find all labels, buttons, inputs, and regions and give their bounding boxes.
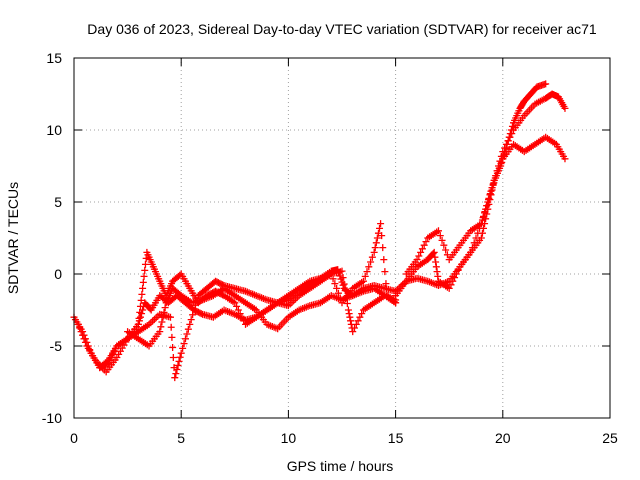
y-axis-label: SDTVAR / TECUs (5, 182, 21, 294)
y-tick-label: 0 (54, 266, 62, 282)
x-tick-label: 20 (495, 430, 511, 446)
x-axis-label: GPS time / hours (287, 458, 394, 474)
x-tick-label: 0 (70, 430, 78, 446)
y-tick-label: -10 (42, 410, 62, 426)
x-tick-label: 10 (281, 430, 297, 446)
y-tick-label: -5 (50, 338, 63, 354)
y-tick-label: 5 (54, 194, 62, 210)
ticks: 0 5 10 15 20 25 -10 -5 0 5 10 15 (42, 50, 618, 446)
x-tick-label: 5 (177, 430, 185, 446)
y-tick-label: 15 (46, 50, 62, 66)
x-tick-label: 15 (388, 430, 404, 446)
series-track-6 (402, 80, 550, 278)
plot-border (73, 57, 611, 419)
data-points (70, 80, 569, 382)
y-tick-label: 10 (46, 122, 62, 138)
x-tick-label: 25 (602, 430, 618, 446)
data-markers (402, 80, 550, 278)
chart-title: Day 036 of 2023, Sidereal Day-to-day VTE… (87, 21, 597, 37)
